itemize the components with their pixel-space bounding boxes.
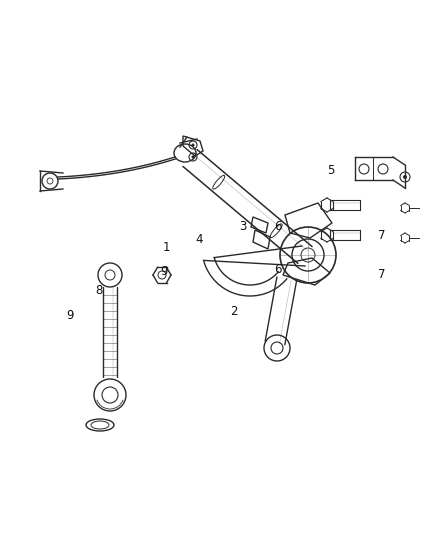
- Circle shape: [191, 156, 194, 158]
- Text: 8: 8: [95, 284, 102, 297]
- Text: 6: 6: [274, 263, 282, 276]
- Text: 9: 9: [66, 309, 74, 322]
- Text: 3: 3: [240, 220, 247, 233]
- Circle shape: [403, 175, 407, 179]
- Text: 9: 9: [160, 265, 168, 278]
- Text: 7: 7: [378, 268, 386, 281]
- Text: 2: 2: [230, 305, 238, 318]
- Text: 1: 1: [162, 241, 170, 254]
- Text: 7: 7: [378, 229, 386, 242]
- Circle shape: [191, 143, 194, 147]
- Text: 6: 6: [274, 220, 282, 233]
- Text: 4: 4: [195, 233, 203, 246]
- Text: 5: 5: [327, 164, 334, 177]
